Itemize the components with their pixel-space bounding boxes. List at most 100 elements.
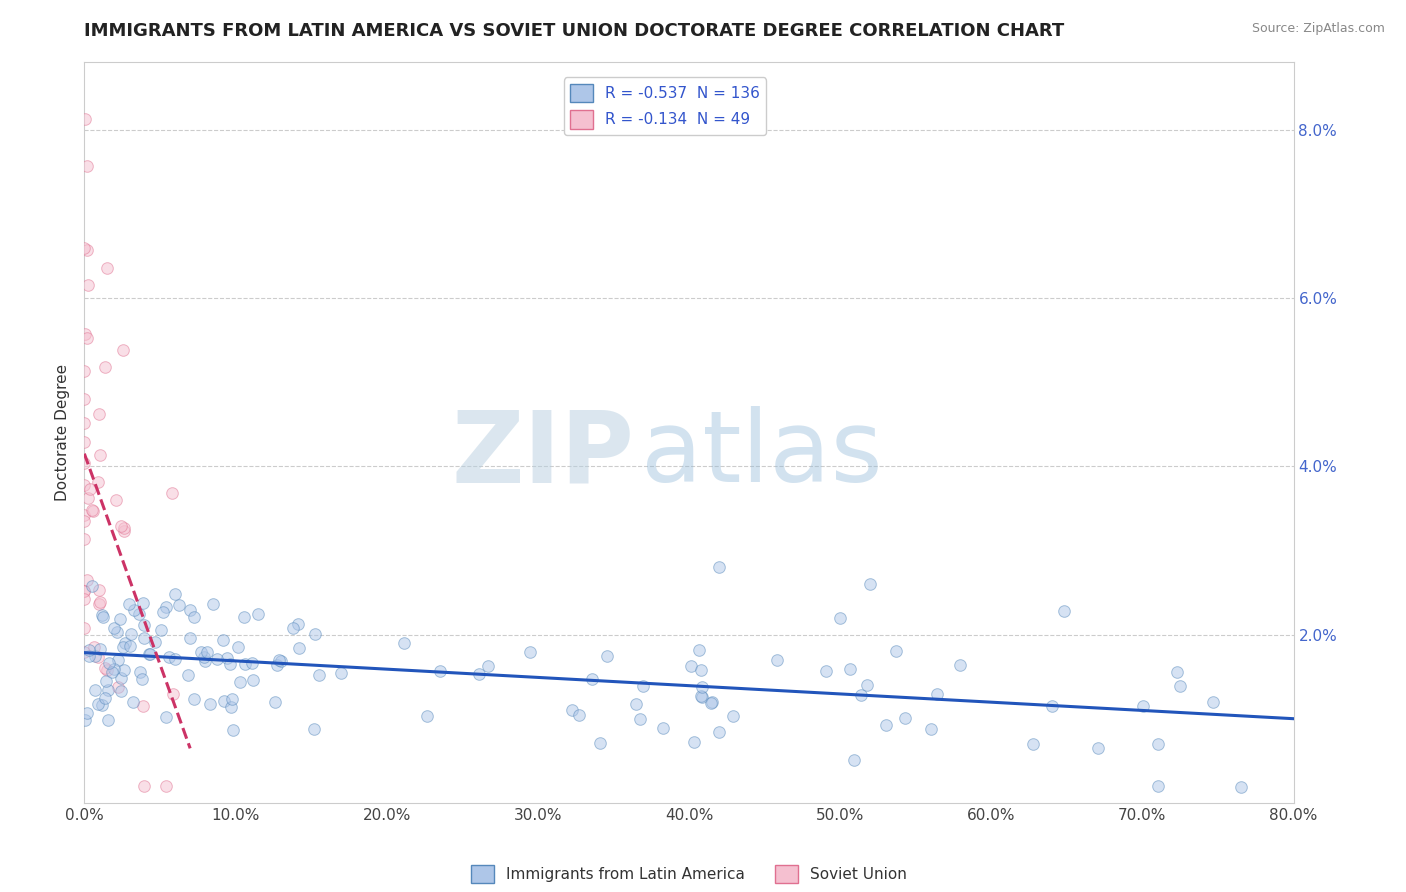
Point: [1168, 679, 1191, 693]
Point: [1022, 738, 1045, 752]
Point: [122, 603, 145, 617]
Point: [1147, 779, 1170, 793]
Point: [82, 502, 104, 516]
Point: [79, 482, 101, 496]
Point: [103, 662, 125, 676]
Point: [699, 697, 721, 711]
Point: [132, 779, 155, 793]
Point: [76, 243, 98, 257]
Point: [84, 649, 107, 664]
Point: [132, 618, 155, 632]
Point: [73, 645, 96, 659]
Point: [700, 695, 723, 709]
Point: [581, 673, 603, 687]
Point: [416, 708, 439, 723]
Point: [195, 645, 218, 659]
Point: [87, 650, 110, 665]
Point: [73, 434, 96, 449]
Point: [104, 492, 127, 507]
Point: [628, 713, 651, 727]
Point: [112, 343, 135, 357]
Point: [94, 674, 117, 689]
Point: [112, 664, 135, 678]
Point: [73, 392, 96, 406]
Point: [267, 652, 290, 666]
Point: [561, 703, 583, 717]
Point: [308, 668, 330, 682]
Point: [110, 684, 132, 698]
Point: [194, 655, 217, 669]
Point: [1230, 780, 1253, 794]
Point: [73, 583, 96, 598]
Point: [229, 675, 252, 690]
Point: [110, 671, 132, 685]
Point: [242, 673, 264, 687]
Point: [97, 713, 120, 727]
Point: [128, 665, 150, 679]
Point: [97, 682, 120, 697]
Point: [76, 159, 98, 173]
Point: [80, 579, 103, 593]
Point: [690, 690, 713, 705]
Point: [815, 664, 838, 678]
Point: [925, 687, 948, 701]
Point: [73, 112, 96, 126]
Point: [830, 610, 852, 624]
Point: [179, 632, 201, 646]
Point: [73, 416, 96, 430]
Point: [949, 657, 972, 672]
Point: [83, 640, 105, 655]
Point: [165, 652, 187, 666]
Point: [247, 607, 270, 621]
Point: [121, 695, 143, 709]
Point: [688, 643, 710, 657]
Point: [87, 597, 110, 611]
Point: [131, 699, 153, 714]
Text: Source: ZipAtlas.com: Source: ZipAtlas.com: [1251, 22, 1385, 36]
Point: [73, 621, 96, 635]
Point: [107, 653, 129, 667]
Point: [631, 679, 654, 693]
Point: [721, 708, 744, 723]
Point: [707, 725, 730, 739]
Point: [167, 598, 190, 612]
Point: [1132, 699, 1154, 714]
Point: [190, 645, 212, 659]
Point: [112, 521, 135, 535]
Text: ZIP: ZIP: [451, 407, 634, 503]
Point: [75, 713, 97, 727]
Point: [709, 560, 731, 574]
Point: [155, 710, 177, 724]
Point: [94, 360, 117, 375]
Point: [150, 624, 173, 638]
Point: [851, 688, 873, 702]
Point: [894, 711, 917, 725]
Point: [77, 648, 100, 663]
Point: [157, 650, 180, 665]
Point: [392, 635, 415, 649]
Point: [152, 606, 174, 620]
Point: [681, 658, 703, 673]
Point: [683, 735, 706, 749]
Point: [155, 779, 177, 793]
Point: [89, 595, 111, 609]
Point: [588, 736, 610, 750]
Point: [108, 612, 131, 626]
Point: [73, 591, 96, 606]
Point: [94, 691, 117, 706]
Point: [138, 648, 160, 662]
Point: [120, 639, 142, 653]
Point: [232, 610, 254, 624]
Point: [468, 667, 491, 681]
Point: [689, 663, 711, 677]
Point: [183, 691, 205, 706]
Point: [240, 657, 263, 671]
Point: [82, 504, 104, 518]
Point: [128, 607, 150, 622]
Point: [73, 364, 96, 378]
Point: [162, 687, 184, 701]
Point: [330, 666, 353, 681]
Point: [89, 448, 111, 462]
Point: [118, 597, 141, 611]
Point: [233, 657, 256, 672]
